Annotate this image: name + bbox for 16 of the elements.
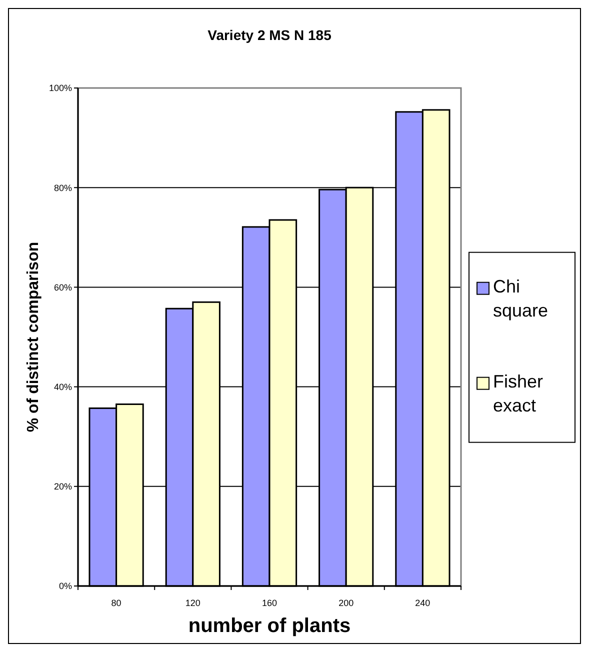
- x-tick-label: 80: [111, 598, 122, 608]
- x-tick-label: 200: [338, 598, 354, 608]
- x-tick-label: 240: [415, 598, 430, 608]
- chart-title: Variety 2 MS N 185: [208, 27, 332, 43]
- y-tick-label: 20%: [54, 482, 72, 492]
- y-tick-label: 100%: [48, 83, 72, 94]
- y-axis-title: % of distinct comparison: [25, 242, 42, 432]
- legend-label: Chi square: [493, 276, 548, 320]
- legend-label: Fisher exact: [493, 371, 544, 416]
- y-tick-label: 0%: [58, 581, 72, 592]
- x-tick-label: 120: [185, 598, 200, 608]
- y-tick-label: 40%: [54, 382, 72, 392]
- y-tick-label: 80%: [54, 182, 72, 193]
- x-axis-title: number of plants: [188, 615, 351, 637]
- y-tick-label: 60%: [54, 282, 72, 292]
- x-tick-label: 160: [262, 598, 278, 608]
